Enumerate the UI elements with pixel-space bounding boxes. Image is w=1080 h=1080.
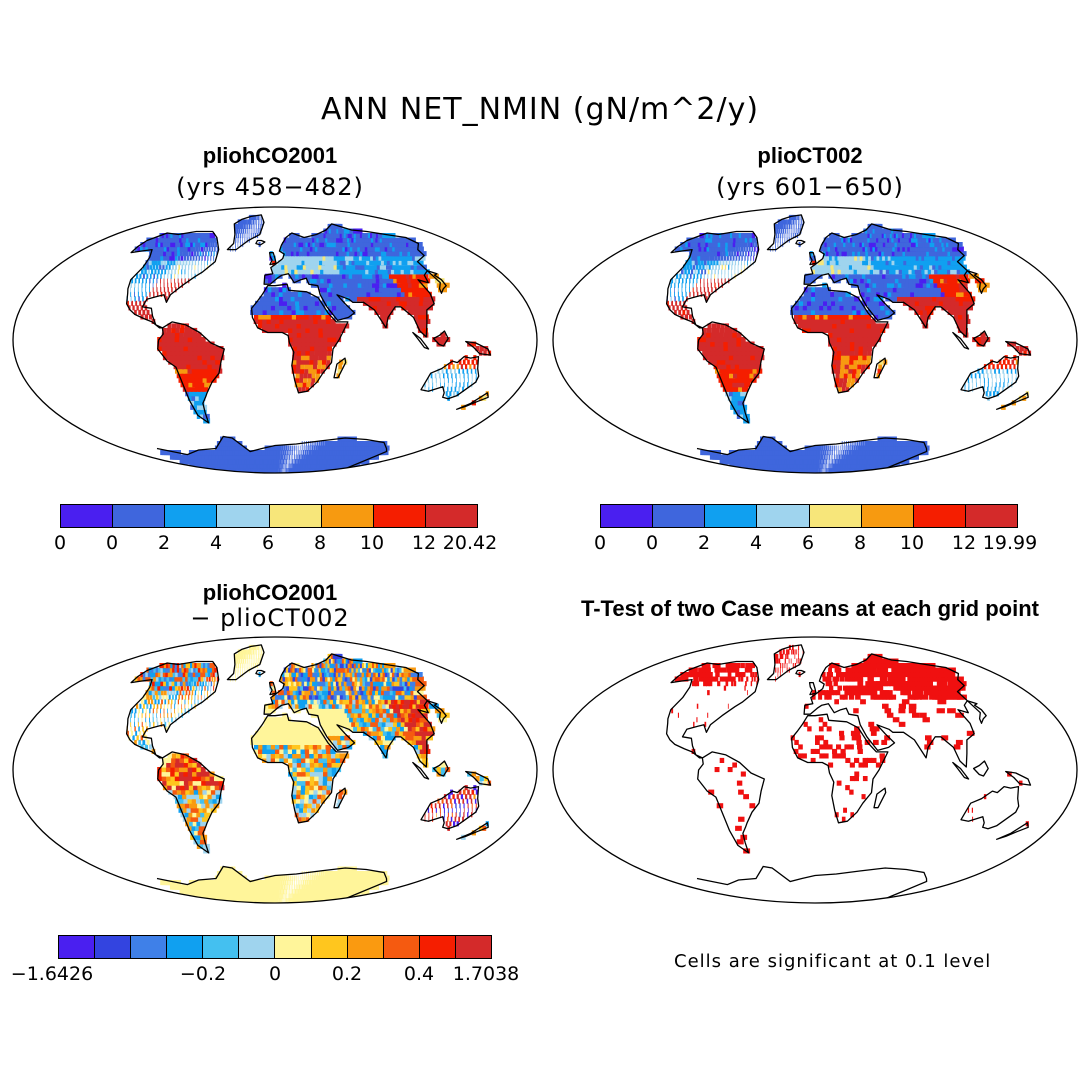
cb3-tick-label: 0	[268, 963, 282, 985]
cb1-swatch	[373, 505, 426, 527]
cb2-swatch	[653, 505, 706, 527]
cb3-swatch	[383, 936, 420, 958]
cb1-tick-label: 4	[209, 532, 223, 554]
cb2-tick-label: 19.99	[982, 532, 1038, 554]
map1-grid-cells	[126, 214, 492, 473]
cb2-swatch	[965, 505, 1017, 527]
cb1-swatch	[217, 505, 270, 527]
cb2-tick-label: 8	[853, 532, 867, 554]
cb2-swatch	[601, 505, 654, 527]
cb2-tick-label: 0	[645, 532, 659, 554]
map3-grid-cells	[126, 644, 492, 903]
cb2-tick-label: 12	[951, 532, 977, 554]
colorbar-difference	[58, 935, 492, 959]
cb3-swatch	[455, 936, 491, 958]
cb2-swatch	[705, 505, 758, 527]
cb3-tick-label: 1.7038	[452, 963, 520, 985]
map1-coastlines	[125, 214, 492, 473]
figure-title: ANN NET_NMIN (gN/m^2/y)	[320, 92, 760, 127]
cb1-swatch	[269, 505, 322, 527]
map3-border	[12, 636, 538, 904]
significance-note: Cells are significant at 0.1 level	[674, 951, 992, 972]
cb3-tick-label: −1.6426	[10, 963, 94, 985]
cb3-tick-label: 0.4	[403, 963, 435, 985]
cb1-swatch	[165, 505, 218, 527]
map2-grid-cells	[666, 214, 1032, 473]
cb1-tick-label: 8	[313, 532, 327, 554]
cb1-swatch	[321, 505, 374, 527]
cb1-tick-label: 0	[53, 532, 67, 554]
cb3-swatch	[95, 936, 132, 958]
cb1-tick-label: 0	[105, 532, 119, 554]
cb3-swatch	[131, 936, 168, 958]
cb3-tick-label: −0.2	[179, 963, 227, 985]
cb2-tick-label: 2	[697, 532, 711, 554]
cb2-tick-label: 6	[801, 532, 815, 554]
map3-coastlines	[125, 644, 492, 903]
panel3-title: pliohCO2001	[202, 580, 338, 605]
map-pliohCO2001	[12, 206, 538, 474]
cb3-swatch	[275, 936, 312, 958]
colorbar-plioCT002	[600, 504, 1018, 528]
map4-border	[552, 636, 1078, 904]
cb3-swatch	[203, 936, 240, 958]
cb2-swatch	[913, 505, 966, 527]
cb3-swatch	[311, 936, 348, 958]
cb3-swatch	[347, 936, 384, 958]
cb2-swatch	[861, 505, 914, 527]
cb1-tick-label: 10	[359, 532, 385, 554]
cb1-tick-label: 2	[157, 532, 171, 554]
cb1-swatch	[61, 505, 114, 527]
panel2-title: plioCT002	[757, 143, 863, 168]
map1-border	[12, 206, 538, 474]
map4-coastlines	[665, 644, 1032, 903]
map-difference	[12, 636, 538, 904]
cb2-swatch	[757, 505, 810, 527]
map2-coastlines	[665, 214, 1032, 473]
cb3-swatch	[167, 936, 204, 958]
cb3-swatch	[419, 936, 456, 958]
cb3-swatch	[59, 936, 96, 958]
cb2-tick-label: 10	[899, 532, 925, 554]
cb1-tick-label: 6	[261, 532, 275, 554]
panel1-title: pliohCO2001	[202, 143, 338, 168]
map4-grid-cells	[671, 644, 1029, 854]
cb1-tick-label: 20.42	[442, 532, 498, 554]
cb3-tick-label: 0.2	[331, 963, 363, 985]
panel1-subtitle: (yrs 458−482)	[176, 173, 364, 201]
map-plioCT002	[552, 206, 1078, 474]
cb2-tick-label: 4	[749, 532, 763, 554]
cb3-swatch	[239, 936, 276, 958]
map2-border	[552, 206, 1078, 474]
cb2-swatch	[809, 505, 862, 527]
panel3-subtitle: − plioCT002	[190, 604, 350, 632]
panel2-subtitle: (yrs 601−650)	[716, 173, 904, 201]
colorbar-pliohCO2001	[60, 504, 478, 528]
panel4-title: T-Test of two Case means at each grid po…	[580, 596, 1039, 621]
cb1-swatch	[113, 505, 166, 527]
map-ttest-significance	[552, 636, 1078, 904]
cb2-tick-label: 0	[593, 532, 607, 554]
cb1-swatch	[425, 505, 477, 527]
cb1-tick-label: 12	[411, 532, 437, 554]
